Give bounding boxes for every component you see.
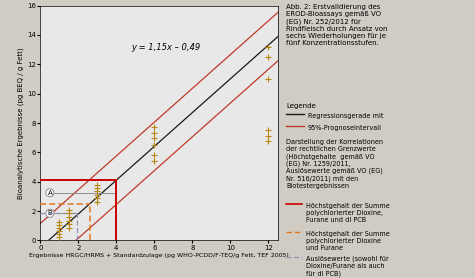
Point bbox=[56, 235, 63, 239]
Point bbox=[65, 219, 73, 223]
Point bbox=[94, 193, 101, 197]
Point bbox=[265, 77, 272, 81]
Y-axis label: Bioanalytische Ergebnisse (pg BEQ / g Fett): Bioanalytische Ergebnisse (pg BEQ / g Fe… bbox=[18, 47, 24, 199]
Point bbox=[265, 128, 272, 133]
Point bbox=[65, 211, 73, 215]
Text: 95%-Prognoseintervall: 95%-Prognoseintervall bbox=[308, 125, 381, 131]
Text: A: A bbox=[48, 190, 52, 196]
X-axis label: Ergebnisse HRGC/HRMS + Standardzulage (pg WHO-PCDD/F-TEQ/g Fett, TEF 2005): Ergebnisse HRGC/HRMS + Standardzulage (p… bbox=[29, 254, 289, 259]
Point bbox=[265, 138, 272, 143]
Point bbox=[56, 226, 63, 230]
Point bbox=[56, 223, 63, 227]
Point bbox=[56, 232, 63, 236]
Text: B: B bbox=[48, 210, 52, 216]
Point bbox=[94, 196, 101, 200]
Point bbox=[151, 135, 158, 140]
Point bbox=[94, 200, 101, 205]
Text: Legende: Legende bbox=[286, 103, 316, 109]
Text: Auslösewerte (sowohl für
Dioxine/Furane als auch
für dl PCB): Auslösewerte (sowohl für Dioxine/Furane … bbox=[306, 256, 389, 277]
Point bbox=[151, 125, 158, 130]
Point bbox=[151, 131, 158, 135]
Text: y = 1,15x – 0,49: y = 1,15x – 0,49 bbox=[132, 43, 201, 52]
Point bbox=[265, 134, 272, 138]
Text: Darstellung der Korrelationen
der rechtlichen Grenzwerte
(Höchstgehalte  gemäß V: Darstellung der Korrelationen der rechtl… bbox=[286, 139, 383, 189]
Point bbox=[65, 226, 73, 230]
Point bbox=[265, 55, 272, 59]
Point bbox=[151, 143, 158, 147]
Text: Höchstgehalt der Summe
polychlorierter Dioxine,
Furane und dl PCB: Höchstgehalt der Summe polychlorierter D… bbox=[306, 203, 390, 223]
Point bbox=[65, 207, 73, 212]
Point bbox=[65, 215, 73, 219]
Point bbox=[94, 182, 101, 187]
Point bbox=[94, 189, 101, 193]
Point bbox=[151, 159, 158, 163]
Point bbox=[265, 44, 272, 49]
Point bbox=[56, 220, 63, 224]
Point bbox=[56, 229, 63, 233]
Text: Regressionsgerade mit: Regressionsgerade mit bbox=[308, 113, 383, 119]
Point bbox=[94, 186, 101, 191]
Point bbox=[65, 222, 73, 227]
Text: Höchstgehalt der Summe
polychlorierter Dioxine
und Furane: Höchstgehalt der Summe polychlorierter D… bbox=[306, 231, 390, 251]
Point bbox=[151, 153, 158, 158]
Text: Abb. 2: Erstvalidierung des
EROD-Bioassays gemäß VO
(EG) Nr. 252/2012 für
Rindfl: Abb. 2: Erstvalidierung des EROD-Bioassa… bbox=[286, 4, 388, 46]
